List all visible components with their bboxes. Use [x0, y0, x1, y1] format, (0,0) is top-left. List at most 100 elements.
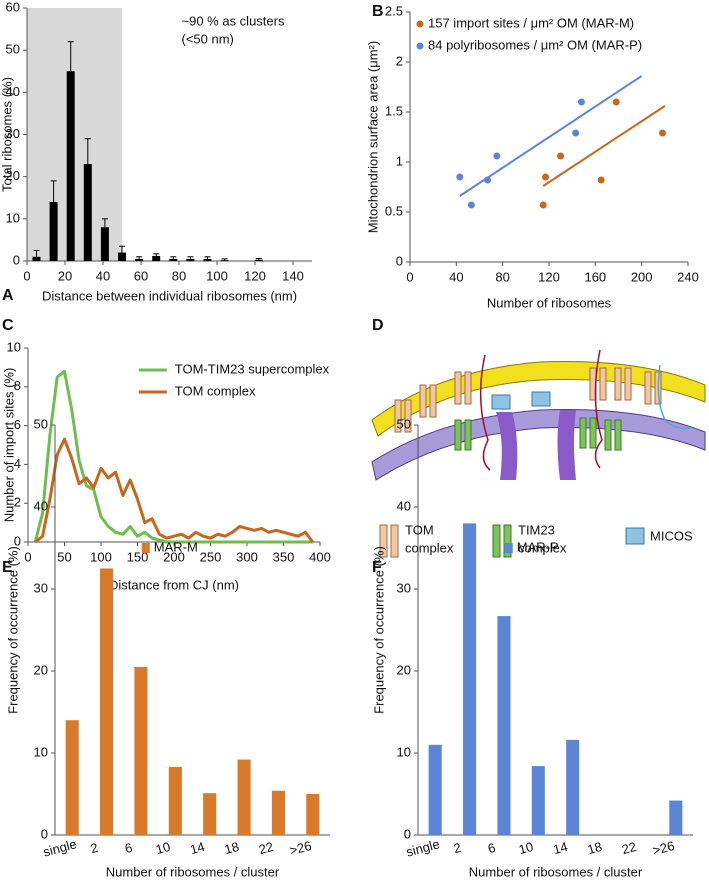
legend-marker — [416, 42, 424, 50]
bar — [32, 256, 41, 261]
y-tick-label: 0 — [404, 826, 411, 841]
y-tick-label: 50 — [34, 416, 48, 431]
bar — [66, 71, 75, 261]
annotation: ~90 % as clusters — [182, 13, 285, 28]
y-axis-label: Frequency of occurrence (%) — [371, 546, 386, 714]
x-tick-label: 10 — [517, 839, 535, 857]
x-tick-label: 200 — [163, 549, 185, 564]
crista — [557, 410, 576, 480]
point — [542, 173, 550, 181]
point — [456, 173, 464, 181]
x-tick-label: 350 — [273, 549, 295, 564]
x-tick-label: 40 — [96, 268, 110, 283]
x-tick-label: 6 — [486, 840, 497, 856]
micos-icon — [625, 527, 645, 545]
legend-swatch — [141, 543, 150, 553]
bar — [428, 744, 442, 835]
bar — [83, 164, 92, 261]
x-tick-label: 200 — [631, 269, 653, 284]
trend-line — [459, 75, 643, 197]
point — [577, 98, 585, 106]
bar — [271, 790, 285, 835]
x-tick-label: 22 — [257, 839, 275, 857]
legend-label: MAR-M — [154, 539, 198, 554]
bar — [186, 258, 195, 261]
x-tick-label: 2 — [452, 840, 463, 856]
x-tick-label: >26 — [651, 838, 676, 858]
x-tick-label: >26 — [288, 838, 313, 858]
bar — [566, 739, 580, 835]
legend-marker — [416, 20, 424, 28]
point — [484, 176, 492, 184]
x-tick-label: 0 — [23, 268, 30, 283]
y-tick-label: 8 — [14, 378, 21, 393]
diagram-legend-label: complex — [518, 540, 567, 555]
x-tick-label: 40 — [449, 269, 463, 284]
tom-complexes — [394, 367, 662, 433]
bar — [237, 759, 251, 835]
diagram-legend-label: TIM23 — [518, 522, 555, 537]
legend-swatch — [504, 543, 513, 553]
bar — [135, 258, 144, 261]
x-tick-label: 20 — [58, 268, 72, 283]
line — [34, 437, 314, 544]
x-tick-label: 160 — [584, 269, 606, 284]
x-tick-label: 250 — [200, 549, 222, 564]
x-tick-label: 300 — [236, 549, 258, 564]
y-axis-label: Mitochondrion surface area (μm²) — [365, 41, 380, 233]
x-tick-label: 0 — [24, 549, 31, 564]
y-tick-label: 40 — [34, 498, 48, 513]
point — [612, 98, 620, 106]
bar — [463, 523, 477, 835]
y-tick-label: 60 — [6, 0, 20, 14]
tom — [614, 367, 632, 401]
crista — [496, 412, 518, 480]
y-tick-label: 10 — [7, 339, 21, 354]
x-tick-label: 240 — [677, 269, 699, 284]
y-tick-label: 20 — [34, 662, 48, 677]
x-tick-label: 100 — [90, 549, 112, 564]
x-axis-label: Distance from CJ (nm) — [109, 577, 239, 592]
y-tick-label: 6 — [14, 417, 21, 432]
bar — [65, 720, 79, 835]
bar — [100, 227, 109, 261]
panel-letter: A — [2, 287, 14, 304]
x-tick-label: 150 — [127, 549, 149, 564]
y-tick-label: 4 — [14, 456, 21, 471]
y-tick-label: 1 — [396, 153, 403, 168]
y-tick-label: 0 — [13, 252, 20, 267]
x-tick-label: 22 — [620, 839, 638, 857]
bar — [306, 794, 320, 835]
panel-letter: D — [372, 317, 384, 334]
tim23 — [454, 419, 472, 451]
x-tick-label: 0 — [406, 269, 413, 284]
point — [493, 152, 501, 160]
y-tick-label: 30 — [6, 126, 20, 141]
x-tick-label: 60 — [134, 268, 148, 283]
y-tick-label: 50 — [6, 42, 20, 57]
tim23 — [579, 417, 597, 449]
x-axis-label: Number of ribosomes / cluster — [106, 864, 280, 879]
x-tick-label: 400 — [309, 549, 331, 564]
y-tick-label: 10 — [397, 744, 411, 759]
tom — [454, 371, 472, 405]
y-tick-label: 10 — [6, 210, 20, 225]
panel-letter: B — [372, 3, 384, 20]
y-tick-label: 40 — [6, 84, 20, 99]
y-tick-label: 2 — [396, 53, 403, 68]
diagram-legend-label: TOM — [405, 522, 434, 537]
tim23-complexes — [454, 417, 622, 451]
polypeptides — [479, 349, 603, 471]
trend-line — [542, 105, 666, 187]
legend-label: 84 polyribosomes / μm² OM (MAR-P) — [428, 37, 642, 52]
x-tick-label: 18 — [586, 839, 604, 857]
x-tick-label: 80 — [172, 268, 186, 283]
bar — [220, 260, 229, 261]
y-tick-label: 2.5 — [385, 3, 403, 18]
point — [467, 201, 475, 209]
line — [33, 369, 313, 544]
y-axis-label: Number of import sites (%) — [1, 368, 16, 523]
tom — [394, 399, 412, 433]
bar — [669, 800, 683, 835]
bar — [168, 766, 182, 835]
